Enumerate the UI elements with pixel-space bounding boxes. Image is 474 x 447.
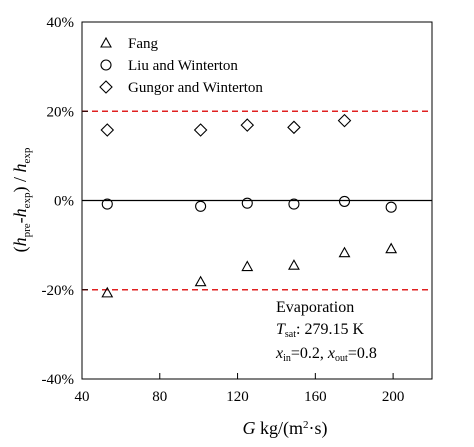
y-tick-label: -40% bbox=[42, 372, 75, 388]
legend: Fang Liu and Winterton Gungor and Winter… bbox=[99, 36, 263, 96]
data-point-fang bbox=[101, 286, 114, 298]
data-point-liu-and-winterton bbox=[288, 198, 300, 210]
legend-symbol-liu-winterton bbox=[100, 59, 112, 71]
tsat-value: : 279.15 K bbox=[296, 321, 364, 338]
y-tick-label: -20% bbox=[42, 283, 75, 299]
y-tick-label: 20% bbox=[47, 104, 75, 120]
x-tick-label: 200 bbox=[382, 389, 405, 405]
data-point-gungor-and-winterton bbox=[240, 118, 255, 132]
data-point-liu-and-winterton bbox=[385, 201, 397, 213]
xin-value: =0.2, bbox=[291, 345, 328, 362]
xout-value: =0.8 bbox=[348, 345, 377, 362]
data-point-fang bbox=[338, 246, 351, 258]
y-tick-label: 40% bbox=[47, 15, 75, 31]
data-point-liu-and-winterton bbox=[338, 195, 351, 207]
x-tick-label: 120 bbox=[226, 389, 249, 405]
reference-lines bbox=[82, 110, 432, 291]
legend-marker bbox=[100, 59, 112, 71]
x-tick-label: 80 bbox=[152, 389, 167, 405]
legend-marker bbox=[100, 36, 112, 48]
legend-label-gungor-winterton: Gungor and Winterton bbox=[128, 80, 263, 96]
data-point-gungor-and-winterton bbox=[100, 123, 115, 137]
x-tick-label: 40 bbox=[75, 389, 90, 405]
legend-label-fang: Fang bbox=[128, 36, 159, 52]
y-tick-label: 0% bbox=[54, 194, 74, 210]
y-axis-ticks: 40% 20% 0% -20% -40% bbox=[42, 15, 88, 388]
annotation-line-evaporation: Evaporation bbox=[276, 299, 354, 316]
y-axis-title: (hpre-hexp) / hexp bbox=[10, 147, 33, 252]
legend-label-liu-winterton: Liu and Winterton bbox=[128, 58, 238, 74]
x-tick-label: 160 bbox=[304, 389, 327, 405]
annotation-line-tsat: Tsat: 279.15 K bbox=[276, 321, 364, 340]
tsat-subscript: sat bbox=[285, 329, 296, 340]
data-point-liu-and-winterton bbox=[101, 198, 113, 210]
x-axis-ticks: 40 80 120 160 200 bbox=[75, 373, 405, 405]
annotation: Evaporation Tsat: 279.15 K xin=0.2, xout… bbox=[275, 299, 377, 364]
xin-symbol: x bbox=[275, 345, 283, 362]
xout-symbol: x bbox=[327, 345, 335, 362]
data-point-gungor-and-winterton bbox=[337, 113, 352, 128]
legend-marker bbox=[99, 80, 113, 94]
tsat-symbol: T bbox=[276, 321, 286, 338]
annotation-line-quality: xin=0.2, xout=0.8 bbox=[275, 345, 377, 364]
data-markers bbox=[100, 113, 398, 298]
xin-subscript: in bbox=[283, 353, 291, 364]
legend-symbol-gungor-winterton bbox=[99, 80, 113, 94]
data-point-fang bbox=[194, 275, 207, 287]
data-point-fang bbox=[288, 259, 300, 270]
data-point-fang bbox=[385, 242, 398, 254]
data-point-liu-and-winterton bbox=[241, 197, 253, 209]
data-point-liu-and-winterton bbox=[195, 200, 207, 212]
x-axis-title: G kg/(m2·s) bbox=[243, 418, 328, 439]
data-point-fang bbox=[241, 260, 254, 272]
xout-subscript: out bbox=[335, 353, 348, 364]
data-point-gungor-and-winterton bbox=[193, 123, 208, 137]
data-point-gungor-and-winterton bbox=[287, 120, 301, 135]
legend-symbol-fang bbox=[100, 36, 112, 48]
